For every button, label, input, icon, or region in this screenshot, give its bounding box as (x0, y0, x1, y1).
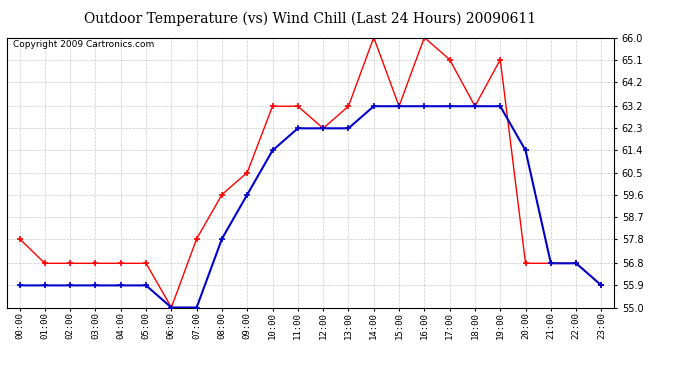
Text: Outdoor Temperature (vs) Wind Chill (Last 24 Hours) 20090611: Outdoor Temperature (vs) Wind Chill (Las… (84, 11, 537, 26)
Text: Copyright 2009 Cartronics.com: Copyright 2009 Cartronics.com (13, 40, 155, 49)
